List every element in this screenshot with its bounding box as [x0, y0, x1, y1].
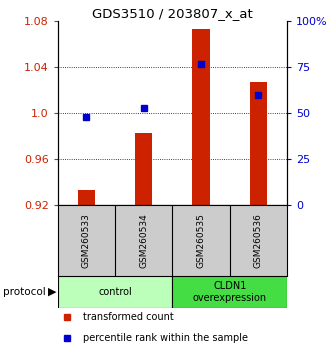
Text: ▶: ▶: [48, 287, 56, 297]
Text: percentile rank within the sample: percentile rank within the sample: [83, 333, 248, 343]
Text: CLDN1
overexpression: CLDN1 overexpression: [193, 281, 267, 303]
Text: GSM260536: GSM260536: [254, 213, 263, 268]
Text: control: control: [98, 287, 132, 297]
Text: transformed count: transformed count: [83, 312, 174, 321]
Text: GSM260535: GSM260535: [197, 213, 206, 268]
Text: protocol: protocol: [3, 287, 46, 297]
Title: GDS3510 / 203807_x_at: GDS3510 / 203807_x_at: [92, 7, 253, 20]
Bar: [58, 276, 173, 308]
Bar: [78, 190, 95, 205]
Text: GSM260534: GSM260534: [139, 213, 148, 268]
Bar: [192, 29, 210, 205]
Bar: [135, 133, 152, 205]
Bar: [173, 276, 287, 308]
Text: GSM260533: GSM260533: [82, 213, 91, 268]
Bar: [250, 82, 267, 205]
